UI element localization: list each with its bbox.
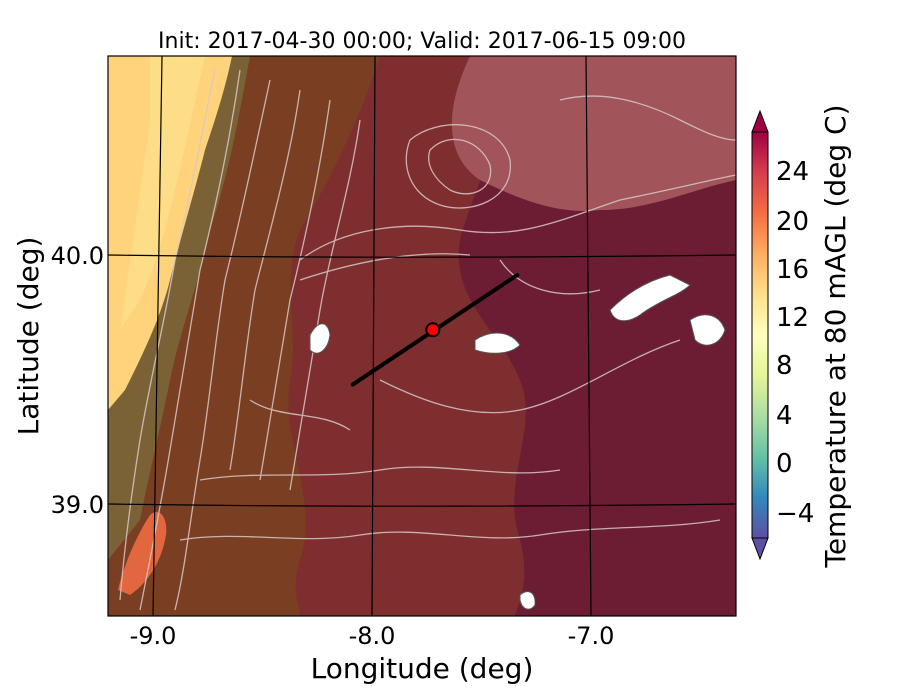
site-marker xyxy=(425,322,441,338)
x-axis-label: Longitude (deg) xyxy=(311,652,534,685)
colorbar-extend-top xyxy=(751,109,769,133)
colorbar-label: Temperature at 80 mAGL (deg C) xyxy=(819,104,852,568)
y-tick-label: 40.0 xyxy=(51,242,104,270)
colorbar-extend-bottom xyxy=(751,537,769,561)
x-tick-label: -8.0 xyxy=(349,622,396,650)
colorbar-tick-label: 12 xyxy=(776,303,809,333)
ocean-light-field xyxy=(120,56,205,330)
x-tick-label: -7.0 xyxy=(568,622,615,650)
x-tick-label: -9.0 xyxy=(130,622,177,650)
colorbar-tick-label: 0 xyxy=(776,449,793,479)
northeast-field xyxy=(451,56,736,211)
y-axis-label: Latitude (deg) xyxy=(12,237,45,436)
colorbar-tick-label: 20 xyxy=(776,207,809,237)
map-border xyxy=(107,55,737,617)
colorbar: 24 20 16 12 8 4 0 −4 xyxy=(751,109,814,561)
high-contour-patches xyxy=(309,274,726,610)
y-tick-label: 39.0 xyxy=(51,491,104,519)
ocean-field xyxy=(108,56,232,410)
map-panel xyxy=(108,56,736,616)
colorbar-tick-label: −4 xyxy=(776,499,814,529)
colorbar-tick-label: 24 xyxy=(776,157,809,187)
colorbar-tick-label: 16 xyxy=(776,255,809,285)
colorbar-body xyxy=(751,131,769,539)
graticule xyxy=(108,56,736,616)
colorbar-tick-label: 8 xyxy=(776,351,793,381)
map-title: Init: 2017-04-30 00:00; Valid: 2017-06-1… xyxy=(158,29,686,54)
colorbar-tick-label: 4 xyxy=(776,401,793,431)
contour-lines xyxy=(119,69,736,611)
